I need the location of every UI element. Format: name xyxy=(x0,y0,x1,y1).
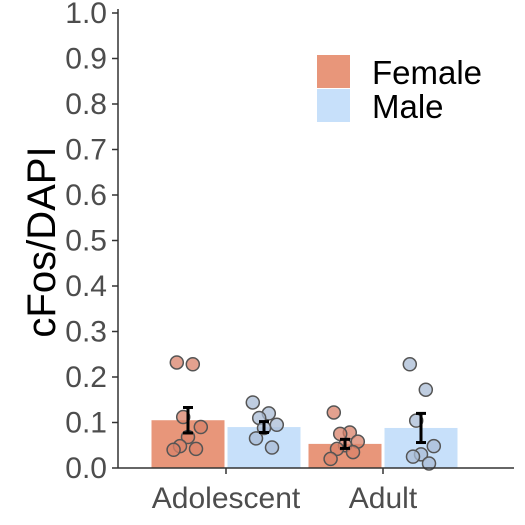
legend-label-male: Male xyxy=(372,88,444,125)
y-tick-label: 0.5 xyxy=(65,225,107,258)
data-point xyxy=(426,438,442,454)
legend-swatch-male xyxy=(317,89,350,122)
y-tick-label: 0.9 xyxy=(65,43,107,76)
data-point xyxy=(402,357,418,372)
data-point xyxy=(418,382,434,397)
data-point xyxy=(269,417,285,433)
data-point xyxy=(405,449,421,464)
x-tick-label: Adult xyxy=(349,482,418,515)
data-point xyxy=(193,419,209,435)
y-tick-label: 0.3 xyxy=(65,316,107,349)
data-point xyxy=(175,409,191,425)
data-point xyxy=(421,456,437,471)
y-tick-label: 0.4 xyxy=(65,270,107,303)
data-point xyxy=(323,451,338,467)
y-tick-label: 1.0 xyxy=(65,0,107,30)
y-axis-title: cFos/DAPI xyxy=(20,146,64,337)
data-point xyxy=(326,405,342,420)
y-tick-label: 0.1 xyxy=(65,407,107,440)
data-point xyxy=(188,441,204,457)
y-tick-label: 0.6 xyxy=(65,179,107,212)
y-tick-label: 0.0 xyxy=(65,452,107,485)
y-tick-label: 0.8 xyxy=(65,88,107,121)
data-point xyxy=(185,357,201,372)
y-tick-label: 0.2 xyxy=(65,361,107,394)
x-tick-label: Adolescent xyxy=(152,482,301,515)
data-point xyxy=(169,355,185,370)
data-point xyxy=(264,440,280,455)
data-point xyxy=(248,431,264,446)
data-point xyxy=(245,395,261,410)
legend-label-female: Female xyxy=(372,54,482,91)
data-point xyxy=(166,442,181,458)
y-tick-label: 0.7 xyxy=(65,134,107,167)
legend-swatch-female xyxy=(317,55,350,88)
